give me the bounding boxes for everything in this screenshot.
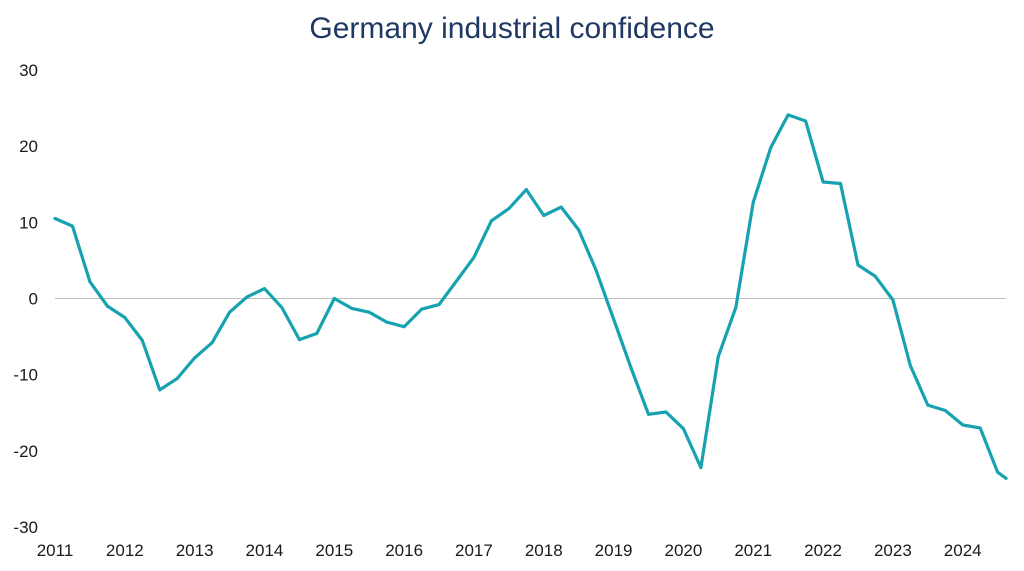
data-point: [943, 408, 947, 412]
data-point: [402, 325, 406, 329]
data-point: [245, 295, 249, 299]
y-axis: 30 20 10 0 -10 -20 -30: [13, 61, 38, 537]
x-tick-label: 2018: [525, 541, 563, 560]
data-point: [577, 228, 581, 232]
y-tick-label: 0: [29, 290, 38, 309]
data-point: [594, 268, 598, 272]
data-point: [804, 119, 808, 123]
x-tick-label: 2022: [804, 541, 842, 560]
data-point: [454, 279, 458, 283]
data-point: [524, 188, 528, 192]
x-axis: 2011 2012 2013 2014 2015 2016 2017 2018 2019 2020…: [37, 541, 982, 560]
data-point: [70, 224, 74, 228]
data-point: [507, 207, 511, 211]
y-tick-label: 30: [19, 61, 38, 80]
data-point: [140, 338, 144, 342]
series-layer: [53, 113, 1008, 480]
x-tick-label: 2023: [874, 541, 912, 560]
data-point: [315, 332, 319, 336]
y-tick-label: -10: [13, 366, 38, 385]
y-tick-label: -30: [13, 518, 38, 537]
data-point: [489, 219, 493, 223]
data-point: [123, 316, 127, 320]
data-point: [437, 303, 441, 307]
data-point: [647, 412, 651, 416]
data-point: [175, 376, 179, 380]
data-point: [228, 310, 232, 314]
data-point: [961, 423, 965, 427]
data-point: [193, 356, 197, 360]
data-point: [821, 180, 825, 184]
data-point: [716, 354, 720, 358]
data-point: [664, 410, 668, 414]
data-point: [385, 320, 389, 324]
data-point: [297, 338, 301, 342]
data-point: [612, 317, 616, 321]
data-point: [873, 274, 877, 278]
x-tick-label: 2016: [385, 541, 423, 560]
data-point: [681, 427, 685, 431]
x-tick-label: 2013: [176, 541, 214, 560]
x-tick-label: 2015: [315, 541, 353, 560]
data-point: [53, 217, 57, 221]
data-point: [699, 466, 703, 470]
data-point: [734, 306, 738, 310]
data-point: [350, 306, 354, 310]
x-tick-label: 2024: [944, 541, 982, 560]
data-point: [996, 470, 1000, 474]
data-point: [559, 205, 563, 209]
x-tick-label: 2014: [246, 541, 284, 560]
data-point: [839, 181, 843, 185]
data-point: [210, 341, 214, 345]
x-tick-label: 2021: [734, 541, 772, 560]
x-tick-label: 2012: [106, 541, 144, 560]
data-point: [105, 304, 109, 308]
series-line: [53, 113, 1008, 480]
y-tick-label: 10: [19, 213, 38, 232]
data-point: [262, 287, 266, 291]
y-tick-label: 20: [19, 137, 38, 156]
data-point: [926, 403, 930, 407]
data-point: [891, 298, 895, 302]
data-point: [856, 263, 860, 267]
data-point: [769, 146, 773, 150]
data-point: [908, 364, 912, 368]
data-point: [158, 388, 162, 392]
x-tick-label: 2020: [665, 541, 703, 560]
data-point: [88, 280, 92, 284]
data-point: [786, 113, 790, 117]
data-point: [751, 201, 755, 205]
x-tick-label: 2017: [455, 541, 493, 560]
chart-title: Germany industrial confidence: [309, 12, 715, 45]
data-point: [542, 213, 546, 217]
data-point: [420, 307, 424, 311]
data-point: [367, 310, 371, 314]
y-tick-label: -20: [13, 442, 38, 461]
data-point: [629, 366, 633, 370]
data-point: [472, 255, 476, 259]
x-tick-label: 2019: [595, 541, 633, 560]
data-point: [978, 426, 982, 430]
data-point: [332, 297, 336, 300]
x-tick-label: 2011: [37, 541, 74, 560]
data-point: [1004, 476, 1008, 480]
data-point: [280, 306, 284, 310]
